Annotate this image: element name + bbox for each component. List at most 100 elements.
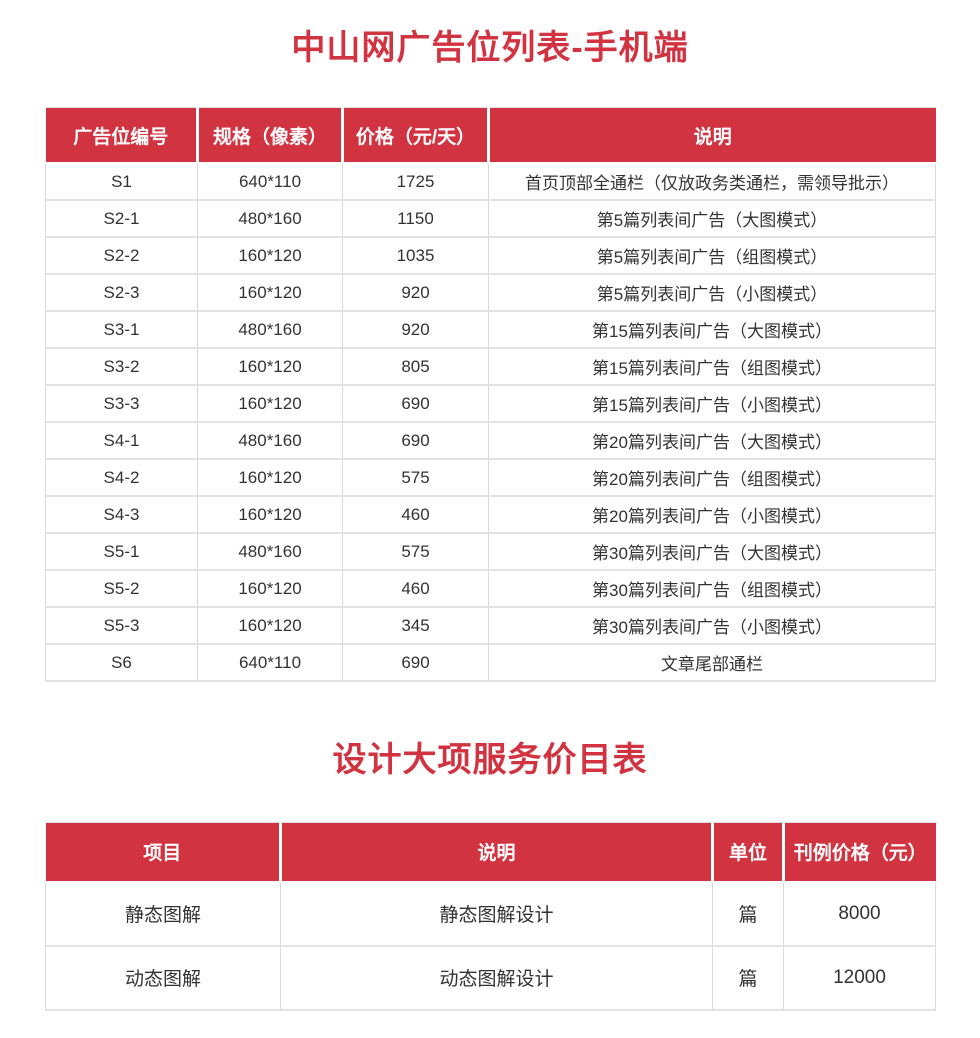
table-cell: 第5篇列表间广告（大图模式）	[488, 199, 936, 239]
table-cell: 805	[342, 347, 489, 387]
table-cell: 静态图解设计	[280, 880, 713, 947]
header-row: 广告位编号 规格（像素） 价格（元/天） 说明	[45, 107, 936, 165]
table-cell: 160*120	[197, 236, 343, 276]
table-cell: S3-1	[45, 310, 198, 350]
table-row: S2-2 160*120 1035 第5篇列表间广告（组图模式）	[45, 236, 936, 276]
table-cell: 690	[342, 643, 489, 683]
column-header: 说明	[488, 107, 936, 165]
table-cell: 640*110	[197, 162, 343, 202]
table-cell: S4-1	[45, 421, 198, 461]
design-services-table-body: 静态图解 静态图解设计篇 8000 动态图解 动态图解设计篇 12000	[45, 880, 936, 1011]
table-cell: 第20篇列表间广告（小图模式）	[488, 495, 936, 535]
table-cell: 1725	[342, 162, 489, 202]
table-cell: 第20篇列表间广告（大图模式）	[488, 421, 936, 461]
table-row: 动态图解 动态图解设计篇 12000	[45, 944, 936, 1011]
table-cell: S5-3	[45, 606, 198, 646]
table-cell: 480*160	[197, 199, 343, 239]
table-cell: 480*160	[197, 310, 343, 350]
table-cell: 460	[342, 569, 489, 609]
table-row: S4-1 480*160 690 第20篇列表间广告（大图模式）	[45, 421, 936, 461]
table-cell: 480*160	[197, 421, 343, 461]
table-cell: 篇	[712, 880, 784, 947]
table-row: S3-3 160*120 690 第15篇列表间广告（小图模式）	[45, 384, 936, 424]
table-row: S1 640*110 1725 首页顶部全通栏（仅放政务类通栏，需领导批示）	[45, 162, 936, 202]
table-cell: 第15篇列表间广告（小图模式）	[488, 384, 936, 424]
table-cell: S3-2	[45, 347, 198, 387]
table-row: S5-2 160*120 460 第30篇列表间广告（组图模式）	[45, 569, 936, 609]
table-cell: 动态图解	[45, 944, 281, 1011]
table-cell: 345	[342, 606, 489, 646]
table-cell: 920	[342, 310, 489, 350]
table-cell: 首页顶部全通栏（仅放政务类通栏，需领导批示）	[488, 162, 936, 202]
table-cell: S4-2	[45, 458, 198, 498]
table-cell: 12000	[783, 944, 936, 1011]
table-row: S6 640*110 690 文章尾部通栏	[45, 643, 936, 683]
column-header: 单位	[712, 822, 785, 883]
table-cell: S5-2	[45, 569, 198, 609]
table-cell: S1	[45, 162, 198, 202]
table-cell: 575	[342, 532, 489, 572]
table-cell: 第15篇列表间广告（大图模式）	[488, 310, 936, 350]
table-row: S2-1 480*160 1150 第5篇列表间广告（大图模式）	[45, 199, 936, 239]
table-cell: 第5篇列表间广告（小图模式）	[488, 273, 936, 313]
column-header: 说明	[280, 822, 714, 883]
mobile-ads-title: 中山网广告位列表-手机端	[291, 29, 689, 67]
table-cell: S4-3	[45, 495, 198, 535]
table-cell: S2-1	[45, 199, 198, 239]
table-row: S5-1 480*160 575 第30篇列表间广告（大图模式）	[45, 532, 936, 572]
table-cell: S3-3	[45, 384, 198, 424]
table-cell: 第30篇列表间广告（小图模式）	[488, 606, 936, 646]
column-header: 刊例价格（元）	[783, 822, 936, 883]
column-header: 项目	[45, 822, 282, 883]
table-cell: 460	[342, 495, 489, 535]
table-cell: 160*120	[197, 569, 343, 609]
mobile-ads-table-body: S1 640*110 1725 首页顶部全通栏（仅放政务类通栏，需领导批示） S2-1 4…	[45, 162, 936, 683]
mobile-ads-table-head: 广告位编号 规格（像素） 价格（元/天） 说明	[45, 107, 936, 165]
design-services-table-wrap: 项目 说明 单位 刊例价格（元） 静态图解 静态图解设计篇 8000 动态图解 动态图解设计篇…	[45, 821, 936, 1011]
table-cell: 第20篇列表间广告（组图模式）	[488, 458, 936, 498]
table-cell: 第30篇列表间广告（组图模式）	[488, 569, 936, 609]
design-services-title: 设计大项服务价目表	[332, 741, 648, 780]
column-header: 广告位编号	[45, 107, 199, 165]
table-cell: 160*120	[197, 347, 343, 387]
table-row: S2-3 160*120 920 第5篇列表间广告（小图模式）	[45, 273, 936, 313]
design-services-table-head: 项目 说明 单位 刊例价格（元）	[45, 822, 936, 883]
table-cell: 第30篇列表间广告（大图模式）	[488, 532, 936, 572]
table-cell: 1150	[342, 199, 489, 239]
table-cell: 1035	[342, 236, 489, 276]
design-services-table: 项目 说明 单位 刊例价格（元） 静态图解 静态图解设计篇 8000 动态图解 动态图解设计篇…	[45, 821, 936, 1011]
table-cell: 575	[342, 458, 489, 498]
table-cell: 160*120	[197, 606, 343, 646]
table-row: S5-3 160*120 345 第30篇列表间广告（小图模式）	[45, 606, 936, 646]
mobile-ads-table-wrap: 广告位编号 规格（像素） 价格（元/天） 说明 S1 640*110 1725 首页顶部全通…	[45, 107, 936, 683]
table-cell: 640*110	[197, 643, 343, 683]
table-cell: 690	[342, 384, 489, 424]
table-cell: 160*120	[197, 495, 343, 535]
table-cell: 690	[342, 421, 489, 461]
table-cell: 第5篇列表间广告（组图模式）	[488, 236, 936, 276]
table-cell: S6	[45, 643, 198, 683]
table-cell: S2-2	[45, 236, 198, 276]
table-cell: 160*120	[197, 384, 343, 424]
column-header: 价格（元/天）	[342, 107, 490, 165]
table-cell: 160*120	[197, 458, 343, 498]
table-row: S4-2 160*120 575 第20篇列表间广告（组图模式）	[45, 458, 936, 498]
table-cell: 8000	[783, 880, 936, 947]
table-cell: S5-1	[45, 532, 198, 572]
table-row: S3-2 160*120 805 第15篇列表间广告（组图模式）	[45, 347, 936, 387]
table-row: S4-3 160*120 460 第20篇列表间广告（小图模式）	[45, 495, 936, 535]
header-row: 项目 说明 单位 刊例价格（元）	[45, 822, 936, 883]
table-row: S3-1 480*160 920 第15篇列表间广告（大图模式）	[45, 310, 936, 350]
table-cell: 920	[342, 273, 489, 313]
table-cell: 篇	[712, 944, 784, 1011]
table-cell: 480*160	[197, 532, 343, 572]
table-cell: 文章尾部通栏	[488, 643, 936, 683]
table-cell: 第15篇列表间广告（组图模式）	[488, 347, 936, 387]
table-cell: S2-3	[45, 273, 198, 313]
table-row: 静态图解 静态图解设计篇 8000	[45, 880, 936, 947]
mobile-ads-table: 广告位编号 规格（像素） 价格（元/天） 说明 S1 640*110 1725 首页顶部全通…	[45, 107, 936, 683]
table-cell: 静态图解	[45, 880, 281, 947]
column-header: 规格（像素）	[197, 107, 344, 165]
table-cell: 动态图解设计	[280, 944, 713, 1011]
